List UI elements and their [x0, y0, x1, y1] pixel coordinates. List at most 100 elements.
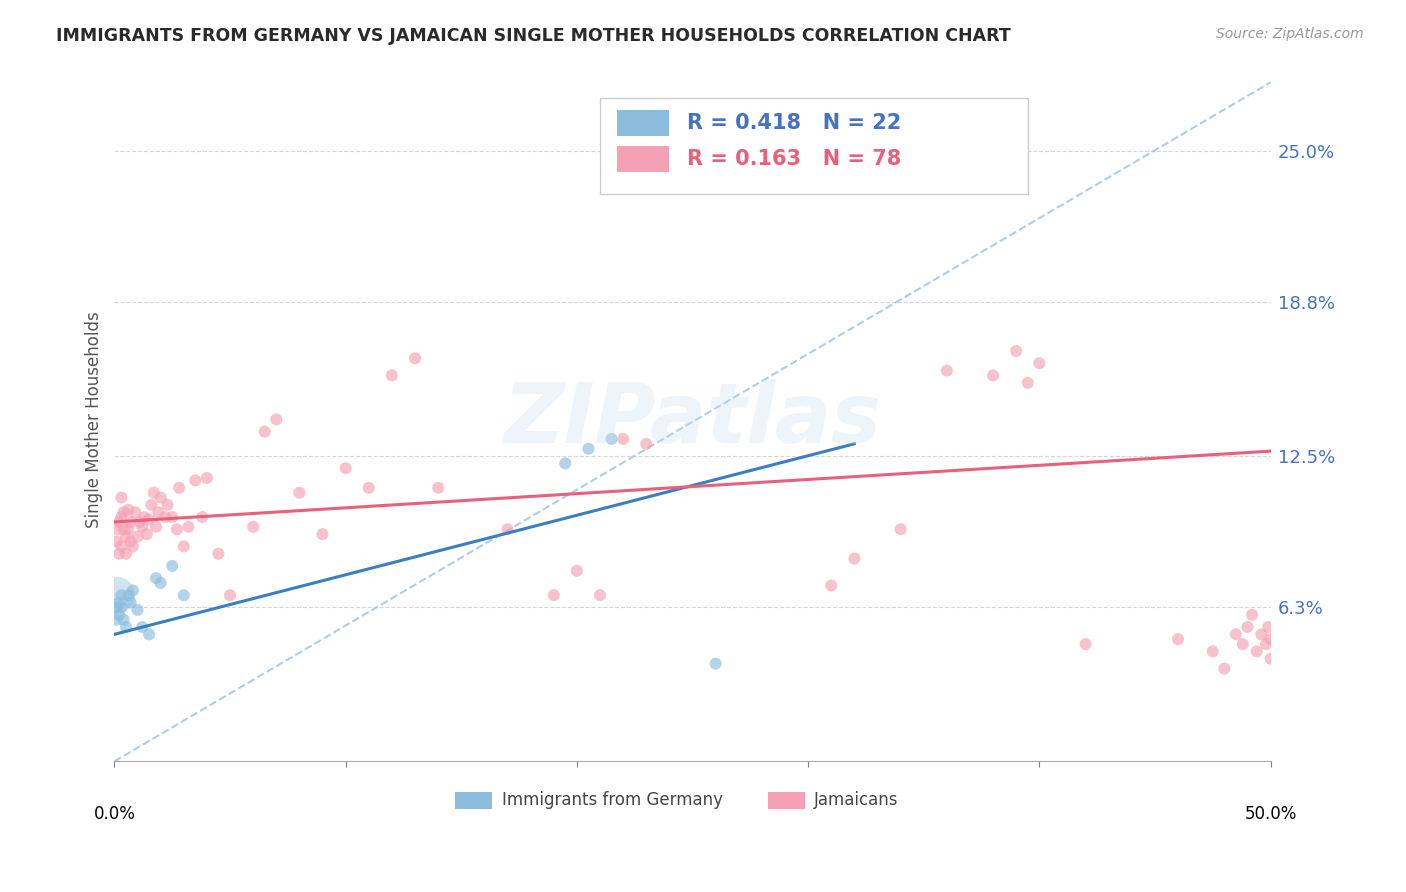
FancyBboxPatch shape [617, 110, 669, 136]
Text: Immigrants from Germany: Immigrants from Germany [502, 791, 723, 809]
Point [1225, 627, 1247, 641]
Point [207, 547, 229, 561]
Point [935, 363, 957, 377]
Point [496, 522, 519, 536]
Point [149, 491, 172, 505]
Point [108, 547, 131, 561]
Point [357, 481, 380, 495]
Point [820, 578, 842, 592]
Point [1236, 620, 1258, 634]
Point [108, 607, 131, 622]
Point [160, 558, 183, 573]
Point [1246, 644, 1268, 658]
Point [288, 485, 311, 500]
Y-axis label: Single Mother Households: Single Mother Households [86, 311, 103, 528]
Point [404, 351, 426, 366]
Point [110, 540, 132, 554]
Point [1260, 652, 1282, 666]
Point [253, 425, 276, 439]
Point [844, 551, 866, 566]
Point [149, 576, 172, 591]
Point [135, 527, 157, 541]
Text: 50.0%: 50.0% [1244, 805, 1296, 823]
Text: ZIPatlas: ZIPatlas [503, 379, 882, 460]
Point [105, 600, 128, 615]
Point [381, 368, 404, 383]
Point [131, 520, 153, 534]
Point [1260, 632, 1282, 647]
Point [124, 505, 146, 519]
Point [108, 596, 131, 610]
Point [167, 481, 190, 495]
Point [145, 520, 167, 534]
Point [184, 474, 207, 488]
Point [427, 481, 450, 495]
Point [1250, 627, 1272, 641]
Point [219, 588, 242, 602]
Point [612, 432, 634, 446]
Text: R = 0.418   N = 22: R = 0.418 N = 22 [686, 112, 901, 133]
Point [704, 657, 727, 671]
Point [142, 485, 165, 500]
Point [108, 515, 131, 529]
Text: Source: ZipAtlas.com: Source: ZipAtlas.com [1216, 27, 1364, 41]
Point [117, 522, 139, 536]
Point [120, 596, 142, 610]
Text: Jamaicans: Jamaicans [814, 791, 898, 809]
Point [122, 583, 145, 598]
Point [120, 515, 142, 529]
Point [543, 588, 565, 602]
Point [141, 498, 163, 512]
Point [138, 627, 160, 641]
Point [112, 505, 135, 519]
Point [311, 527, 333, 541]
Point [177, 520, 200, 534]
Point [112, 613, 135, 627]
Point [554, 456, 576, 470]
Point [166, 522, 188, 536]
Point [1257, 620, 1279, 634]
Point [105, 534, 128, 549]
Point [191, 510, 214, 524]
Point [1017, 376, 1039, 390]
Point [264, 412, 287, 426]
Point [117, 502, 139, 516]
Point [115, 620, 138, 634]
Text: R = 0.163   N = 78: R = 0.163 N = 78 [686, 149, 901, 169]
Point [110, 510, 132, 524]
Point [115, 547, 138, 561]
Point [122, 540, 145, 554]
Point [115, 530, 138, 544]
Point [110, 491, 132, 505]
Point [173, 540, 195, 554]
Point [112, 522, 135, 536]
Text: IMMIGRANTS FROM GERMANY VS JAMAICAN SINGLE MOTHER HOUSEHOLDS CORRELATION CHART: IMMIGRANTS FROM GERMANY VS JAMAICAN SING… [56, 27, 1011, 45]
FancyBboxPatch shape [456, 792, 492, 809]
Point [1028, 356, 1050, 370]
Point [1254, 637, 1277, 651]
Point [600, 432, 623, 446]
Point [1074, 637, 1097, 651]
Point [1232, 637, 1254, 651]
Point [156, 498, 179, 512]
Point [117, 588, 139, 602]
Point [120, 534, 142, 549]
Point [148, 505, 170, 519]
Point [110, 600, 132, 615]
Point [636, 437, 658, 451]
Text: 0.0%: 0.0% [93, 805, 135, 823]
Point [1213, 661, 1236, 675]
Point [1167, 632, 1189, 647]
Point [195, 471, 218, 485]
Point [981, 368, 1004, 383]
Point [160, 510, 183, 524]
Point [565, 564, 588, 578]
Point [578, 442, 600, 456]
Point [134, 510, 156, 524]
Point [1005, 343, 1028, 358]
Point [1241, 607, 1264, 622]
Point [155, 510, 177, 524]
Point [110, 588, 132, 602]
Point [128, 515, 150, 529]
Point [173, 588, 195, 602]
